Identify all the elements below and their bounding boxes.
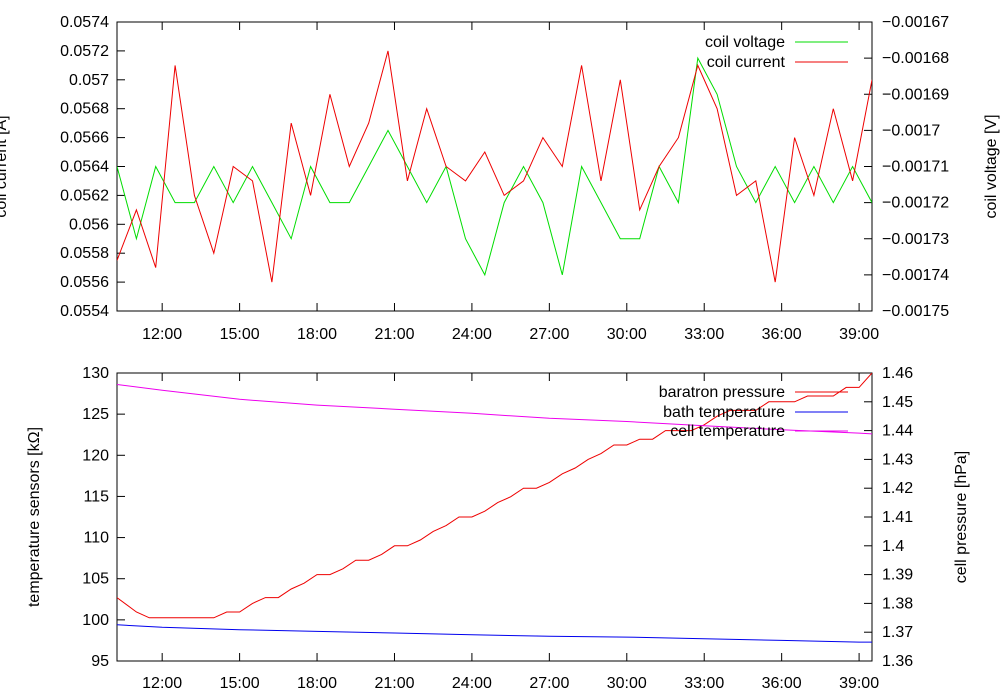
legend-label: bath temperature [663,404,785,421]
legend-label: baratron pressure [659,384,785,401]
series-line-coil-current [117,50,872,283]
y-tick-label: 95 [91,653,109,670]
y-tick-label: 100 [82,612,109,629]
y-tick-label: 0.0556 [60,274,109,291]
y2-tick-label: −0.00169 [882,86,949,103]
y-tick-label: 105 [82,571,109,588]
y-tick-label: 130 [82,365,109,382]
series-line-cell-temperature [117,384,872,435]
y-tick-label: 0.0572 [60,43,109,60]
x-tick-label: 27:00 [529,326,569,343]
y-tick-label: 0.0564 [60,159,109,176]
y-tick-label: 0.0558 [60,245,109,262]
y2-tick-label: 1.46 [882,365,913,382]
y2-tick-label: 1.44 [882,423,913,440]
legend-label: coil voltage [705,34,785,51]
x-tick-label: 33:00 [684,326,724,343]
chart-panel-2: 12:00 15:00 18:00 21:00 24:00 27:00 30:00 33:00… [26,365,970,692]
y-tick-label: 125 [82,406,109,423]
x-tick-label: 18:00 [297,326,337,343]
y2-tick-label: 1.43 [882,451,913,468]
x-tick-label: 12:00 [142,326,182,343]
x-tick-label: 30:00 [607,675,647,692]
y-tick-label: 120 [82,447,109,464]
series-line-coil-voltage [117,56,872,277]
x-tick-label: 21:00 [374,675,414,692]
y-tick-label: 0.0566 [60,130,109,147]
y-tick-label: 0.0554 [60,303,109,320]
x-tick-label: 15:00 [220,326,260,343]
y2-tick-label: −0.00171 [882,159,949,176]
y-tick-label: 0.056 [69,216,109,233]
y2-tick-label: 1.4 [882,538,904,555]
y2-tick-label: 1.38 [882,595,913,612]
y2-tick-label: −0.00173 [882,231,949,248]
y2-tick-label: 1.42 [882,480,913,497]
series-line-bath-temperature [117,624,872,643]
x-tick-label: 12:00 [142,675,182,692]
x-tick-label: 24:00 [452,675,492,692]
x-tick-label: 21:00 [374,326,414,343]
y2-tick-label: 1.39 [882,567,913,584]
legend-label: cell temperature [670,423,785,440]
y2-tick-label: −0.00175 [882,303,949,320]
x-tick-label: 39:00 [839,675,879,692]
y-axis-label: coil current [A] [0,115,10,217]
x-tick-label: 30:00 [607,326,647,343]
y-tick-label: 0.057 [69,72,109,89]
x-tick-label: 36:00 [762,675,802,692]
y2-tick-label: −0.00168 [882,50,949,67]
x-tick-label: 33:00 [684,675,724,692]
y-tick-label: 110 [83,530,109,547]
x-tick-label: 15:00 [220,675,260,692]
y2-tick-label: −0.00174 [882,267,949,284]
y2-axis-label: coil voltage [V] [983,114,1000,218]
x-tick-label: 18:00 [297,675,337,692]
legend-label: coil current [707,54,786,71]
y2-tick-label: −0.00172 [882,195,949,212]
y-tick-label: 115 [83,488,109,505]
y2-tick-label: 1.37 [882,624,913,641]
series-line-baratron-pressure [117,373,872,619]
x-tick-label: 27:00 [529,675,569,692]
x-tick-label: 39:00 [839,326,879,343]
y-tick-label: 0.0562 [60,187,109,204]
y2-tick-label: 1.45 [882,394,913,411]
x-tick-label: 36:00 [762,326,802,343]
y2-tick-label: −0.00167 [882,14,949,31]
x-tick-label: 24:00 [452,326,492,343]
y2-tick-label: 1.41 [882,509,913,526]
y2-tick-label: 1.36 [882,653,913,670]
y-tick-label: 0.0574 [60,14,109,31]
y-axis-label: temperature sensors [kΩ] [26,427,43,607]
chart-panel-1: 12:00 15:00 18:00 21:00 24:00 27:00 30:00 33:00… [0,14,1000,343]
y-tick-label: 0.0568 [60,101,109,118]
y2-axis-label: cell pressure [hPa] [953,451,970,584]
y2-tick-label: −0.0017 [882,122,940,139]
